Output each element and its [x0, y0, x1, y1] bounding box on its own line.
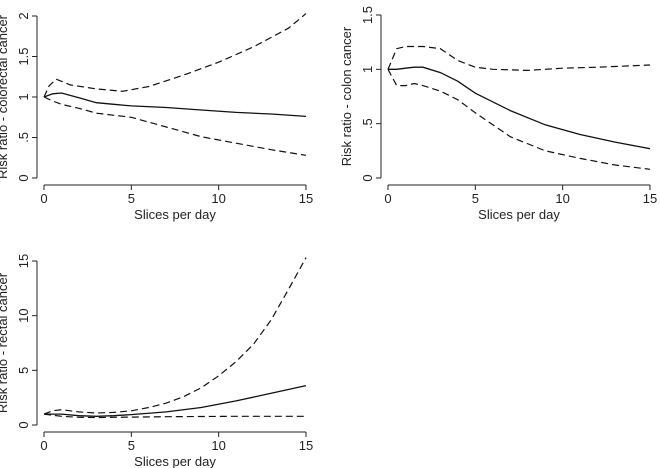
x-axis-title: Slices per day: [134, 454, 216, 468]
y-tick-label: 1: [360, 66, 375, 73]
x-tick-label: 0: [40, 191, 47, 206]
y-tick-label: 1.5: [360, 6, 375, 24]
risk-ratio-line: [44, 384, 307, 417]
x-tick-label: 10: [211, 191, 225, 206]
ci-bound-line: [43, 96, 307, 156]
ci-bound-line: [43, 13, 307, 98]
ci-bound-line: [387, 69, 651, 170]
y-tick-label: 0: [360, 174, 375, 181]
x-tick-label: 15: [643, 191, 657, 206]
y-tick-label: 2: [16, 12, 31, 19]
y-tick-label: 5: [16, 367, 31, 374]
x-tick-label: 15: [299, 438, 313, 453]
panel-2: 0 5 10 15 0 .5 1 1.5 Slices per day Risk ratio - …: [339, 6, 657, 222]
x-tick-label: 5: [128, 438, 135, 453]
ci-bound-line: [43, 413, 306, 419]
x-tick-label: 15: [299, 191, 313, 206]
y-axis-title: Risk ratio - rectal cancer: [0, 272, 10, 413]
panel-1: 0 5 10 15 0 .5 1 1.5 2 Slices per day Risk ratio -…: [0, 12, 313, 222]
y-tick-label: 1: [16, 93, 31, 100]
ci-bound-line: [387, 45, 651, 72]
y-axis-title: Risk ratio - colorectal cancer: [0, 14, 10, 179]
x-tick-label: 10: [555, 191, 569, 206]
y-tick-label: 15: [16, 254, 31, 268]
x-axis-title: Slices per day: [134, 207, 216, 222]
x-tick-label: 0: [40, 438, 47, 453]
ci-bound-line: [43, 257, 307, 415]
x-tick-label: 0: [384, 191, 391, 206]
y-tick-label: 0: [16, 421, 31, 428]
y-tick-label: .5: [360, 118, 375, 129]
y-tick-label: 0: [16, 174, 31, 181]
x-tick-label: 5: [472, 191, 479, 206]
x-tick-label: 5: [128, 191, 135, 206]
risk-ratio-line: [43, 92, 307, 118]
y-tick-label: 1.5: [16, 47, 31, 65]
x-axis-title: Slices per day: [478, 207, 560, 222]
y-axis-title: Risk ratio - colon cancer: [339, 26, 354, 166]
risk-ratio-line: [388, 66, 651, 150]
y-tick-label: .5: [16, 132, 31, 143]
x-tick-label: 10: [211, 438, 225, 453]
y-tick-label: 10: [16, 308, 31, 322]
panel-3: 0 5 10 15 0 5 10 15 Slices per day Risk ratio - r…: [0, 254, 313, 468]
